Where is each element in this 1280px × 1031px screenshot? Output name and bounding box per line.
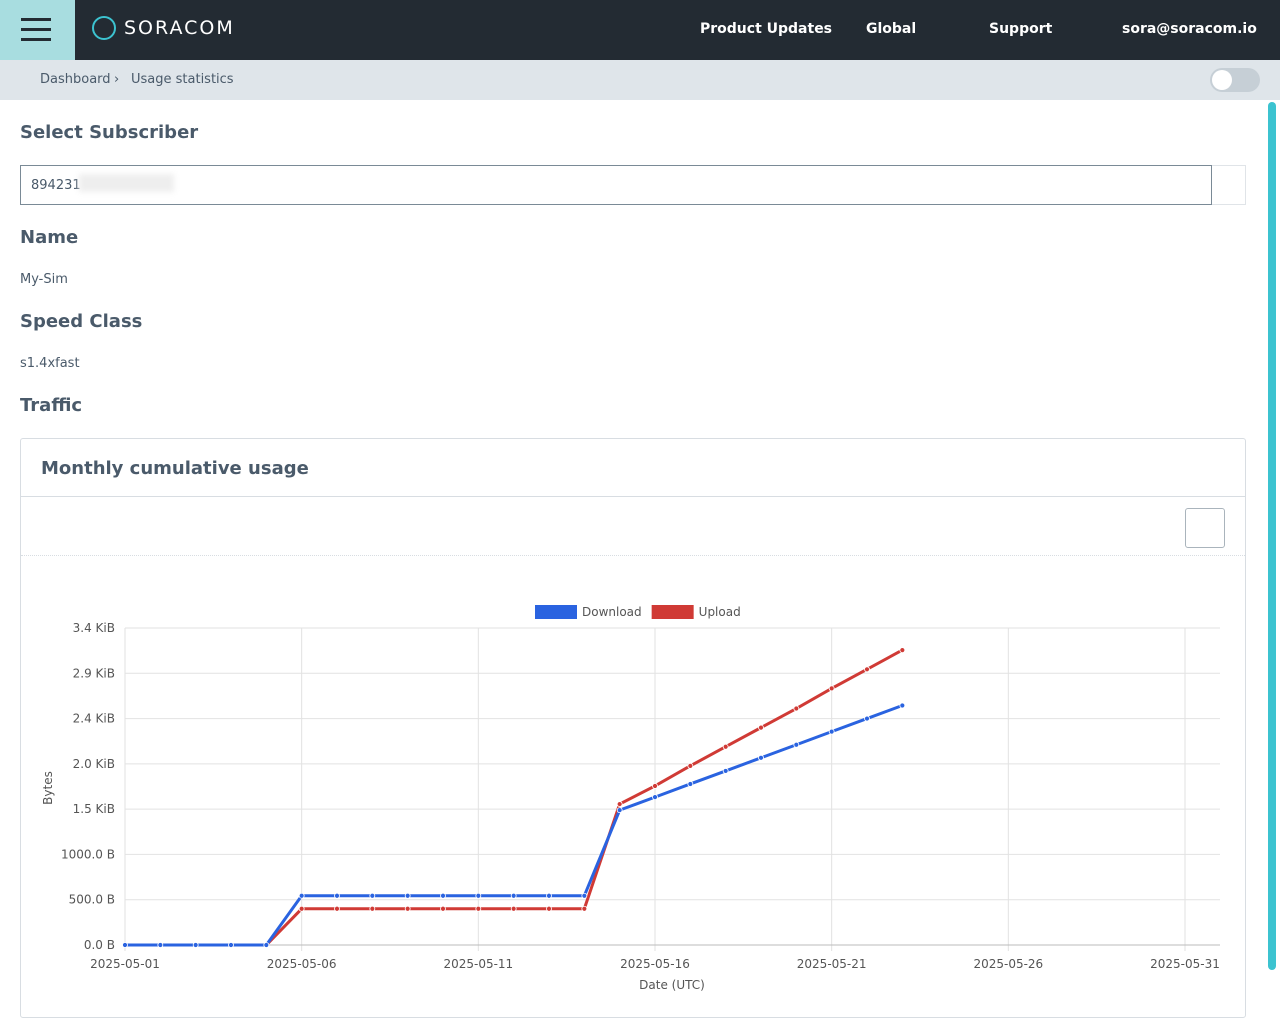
field-value: s1.4xfast bbox=[20, 356, 80, 371]
select-value: 894231 bbox=[31, 178, 81, 193]
header: SORACOM Product Updates Global Support s… bbox=[0, 0, 1280, 60]
refresh-button[interactable] bbox=[1185, 508, 1225, 548]
crumb-sep: › bbox=[114, 72, 120, 87]
nav-link[interactable]: Global bbox=[866, 21, 917, 37]
scrollbar[interactable] bbox=[1268, 102, 1276, 970]
section-label: Name bbox=[20, 227, 79, 248]
section-label: Select Subscriber bbox=[20, 122, 199, 143]
crumb-current: Usage statistics bbox=[131, 72, 234, 87]
section-label: Speed Class bbox=[20, 311, 143, 332]
chart-card: Monthly cumulative usage bbox=[20, 438, 1246, 1018]
subscriber-select[interactable]: 894231 bbox=[20, 165, 1212, 205]
brand-text: SORACOM bbox=[124, 17, 235, 39]
card-title: Monthly cumulative usage bbox=[41, 458, 309, 479]
select-arrow[interactable] bbox=[1212, 165, 1246, 205]
nav-link[interactable]: sora@soracom.io bbox=[1122, 21, 1257, 37]
field-value: My-Sim bbox=[20, 272, 68, 287]
crumb-link[interactable]: Dashboard bbox=[40, 72, 111, 87]
theme-toggle[interactable] bbox=[1210, 68, 1260, 92]
nav-link[interactable]: Support bbox=[989, 21, 1053, 37]
menu-button[interactable] bbox=[0, 0, 75, 60]
brand[interactable]: SORACOM bbox=[92, 16, 235, 40]
breadcrumb: Dashboard › Usage statistics bbox=[0, 60, 1280, 100]
nav-link[interactable]: Product Updates bbox=[700, 21, 833, 37]
section-label: Traffic bbox=[20, 395, 83, 416]
